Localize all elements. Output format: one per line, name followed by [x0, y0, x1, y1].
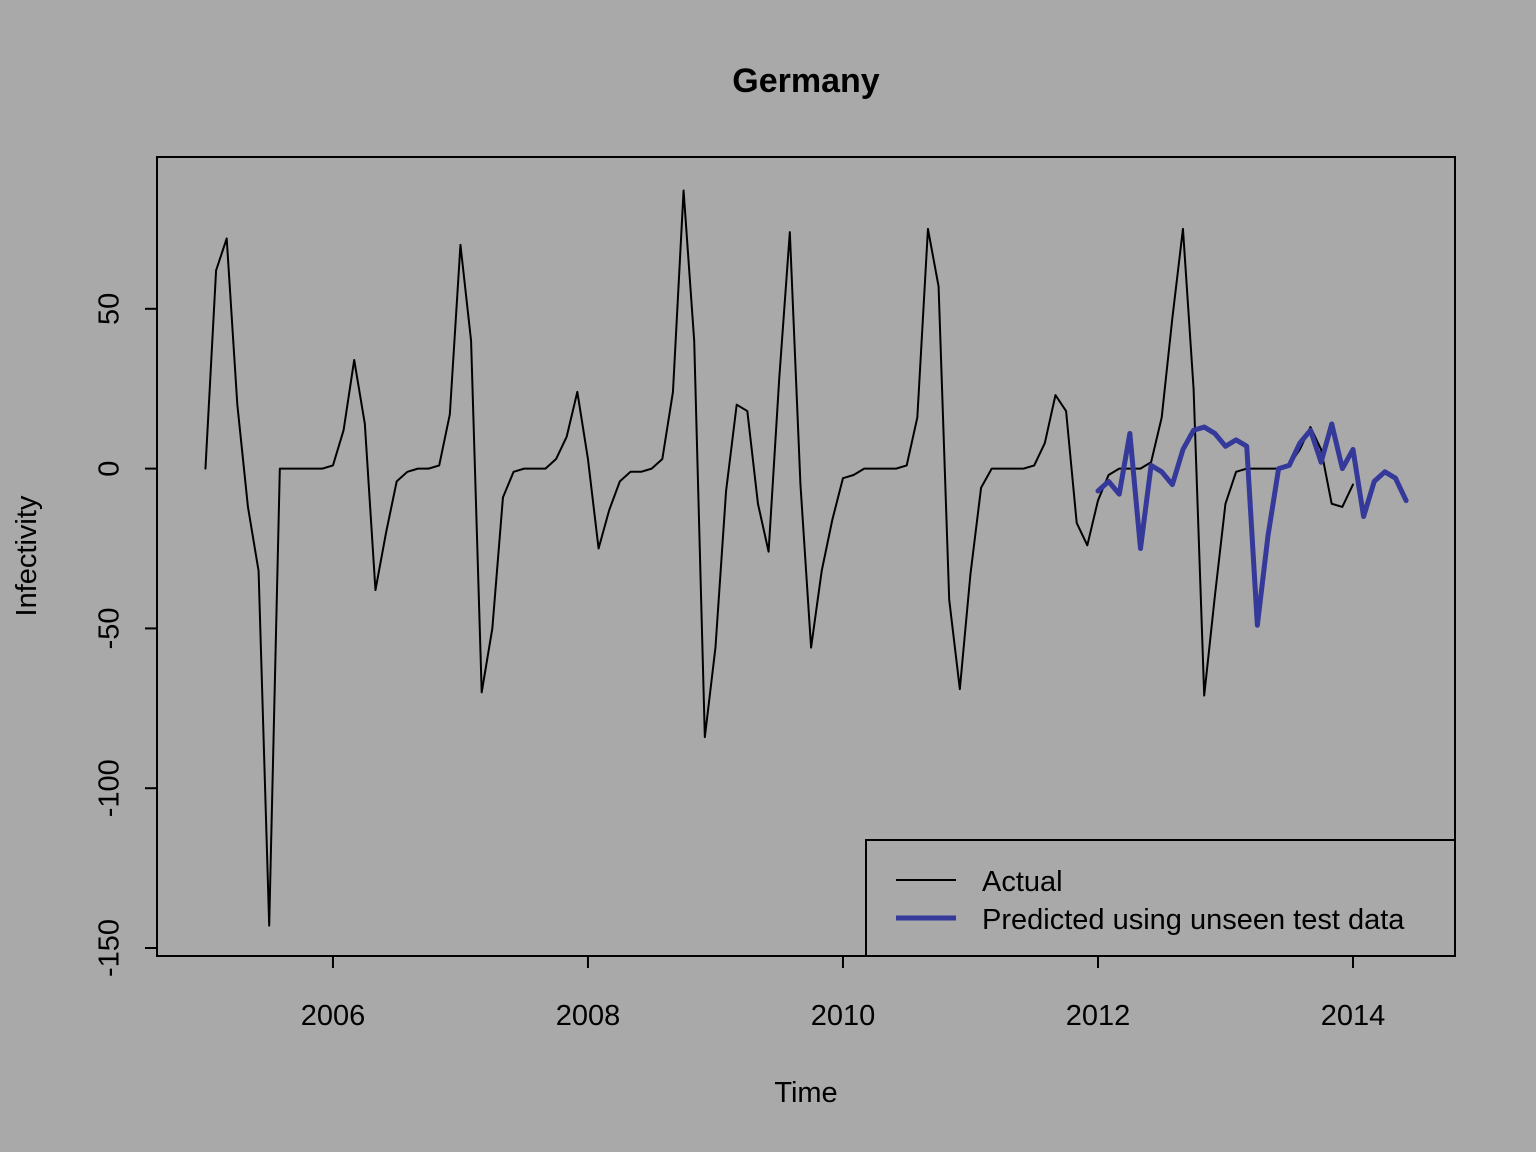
- y-tick-label: -100: [94, 759, 126, 817]
- y-axis: -150 -100 -50 0 50: [94, 293, 158, 977]
- legend: Actual Predicted using unseen test data: [865, 839, 1456, 957]
- legend-label-actual: Actual: [982, 866, 1063, 898]
- y-tick-label: -50: [94, 607, 126, 649]
- x-axis-label: Time: [774, 1077, 837, 1109]
- y-axis-label: Infectivity: [11, 495, 43, 616]
- x-tick-label: 2014: [1321, 1000, 1386, 1032]
- x-tick-label: 2008: [556, 1000, 621, 1032]
- series-lines: [204, 189, 1409, 927]
- series-line-predicted: [1095, 421, 1409, 628]
- x-axis: 2006 2008 2010 2012 2014: [301, 955, 1386, 1032]
- chart-title: Germany: [732, 62, 879, 100]
- x-tick-label: 2010: [811, 1000, 876, 1032]
- y-tick-label: 0: [94, 461, 126, 477]
- legend-box: [865, 839, 1456, 957]
- x-tick-label: 2012: [1066, 1000, 1131, 1032]
- y-tick-label: -150: [94, 919, 126, 977]
- y-tick-label: 50: [94, 293, 126, 325]
- x-tick-label: 2006: [301, 1000, 366, 1032]
- legend-label-predicted: Predicted using unseen test data: [982, 904, 1405, 936]
- series-line-actual: [204, 189, 1354, 927]
